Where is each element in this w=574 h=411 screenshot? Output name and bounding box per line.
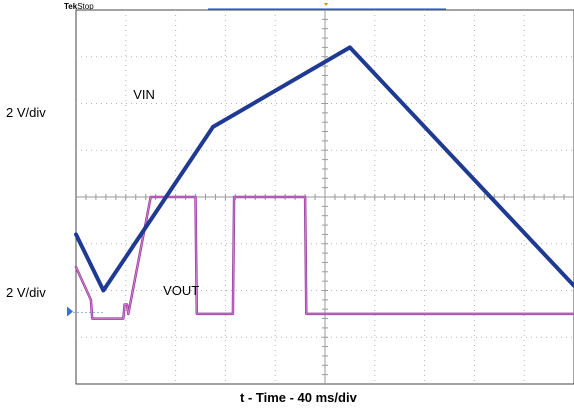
traces <box>74 45 574 320</box>
series-label-vin: VIN <box>133 87 155 102</box>
x-axis-label: t - Time - 40 ms/div <box>240 390 357 405</box>
trace-vin <box>74 45 574 293</box>
trace-labels: VIN VOUT <box>133 87 199 298</box>
ch1-scale-label: 2 V/div <box>6 105 46 120</box>
scope-chrome <box>67 3 446 317</box>
series-label-vout: VOUT <box>163 283 199 298</box>
trace-vout-edge <box>75 196 574 320</box>
trigger-position-marker <box>324 3 328 6</box>
scope-status: TekStop <box>64 2 94 11</box>
brand-label: Tek <box>64 2 78 11</box>
acquisition-status: Stop <box>77 2 94 11</box>
channel-ground-marker <box>67 306 73 317</box>
ch2-scale-label: 2 V/div <box>6 285 46 300</box>
